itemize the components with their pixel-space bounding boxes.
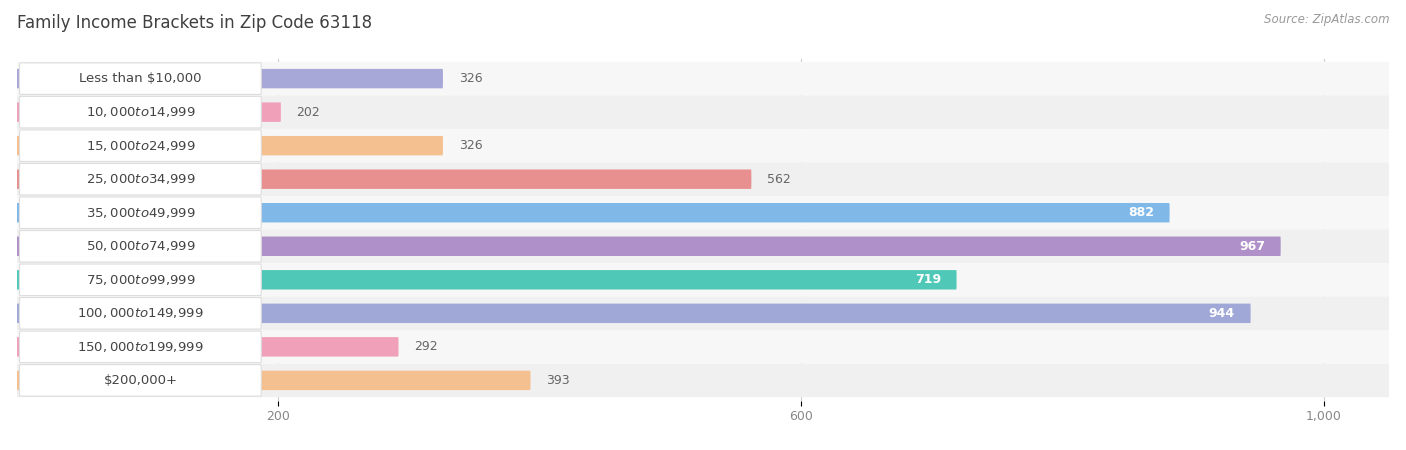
FancyBboxPatch shape xyxy=(17,371,530,390)
FancyBboxPatch shape xyxy=(17,297,1389,330)
Text: $35,000 to $49,999: $35,000 to $49,999 xyxy=(86,206,195,220)
FancyBboxPatch shape xyxy=(17,196,1389,230)
FancyBboxPatch shape xyxy=(20,297,262,329)
FancyBboxPatch shape xyxy=(17,62,1389,95)
Text: 562: 562 xyxy=(768,173,790,186)
Text: $10,000 to $14,999: $10,000 to $14,999 xyxy=(86,105,195,119)
FancyBboxPatch shape xyxy=(17,337,398,356)
FancyBboxPatch shape xyxy=(17,270,956,289)
FancyBboxPatch shape xyxy=(17,364,1389,397)
Text: 292: 292 xyxy=(415,340,437,353)
FancyBboxPatch shape xyxy=(17,304,1250,323)
FancyBboxPatch shape xyxy=(20,197,262,229)
Text: $75,000 to $99,999: $75,000 to $99,999 xyxy=(86,273,195,287)
FancyBboxPatch shape xyxy=(17,237,1281,256)
Text: 967: 967 xyxy=(1239,240,1265,253)
Text: 326: 326 xyxy=(458,139,482,152)
FancyBboxPatch shape xyxy=(17,162,1389,196)
Text: 944: 944 xyxy=(1209,307,1234,320)
Text: 719: 719 xyxy=(915,273,941,286)
Text: 393: 393 xyxy=(546,374,569,387)
FancyBboxPatch shape xyxy=(17,69,443,88)
FancyBboxPatch shape xyxy=(17,230,1389,263)
FancyBboxPatch shape xyxy=(20,364,262,396)
FancyBboxPatch shape xyxy=(20,130,262,162)
Text: 882: 882 xyxy=(1128,206,1154,219)
FancyBboxPatch shape xyxy=(17,263,1389,297)
FancyBboxPatch shape xyxy=(20,230,262,262)
Text: $25,000 to $34,999: $25,000 to $34,999 xyxy=(86,172,195,186)
Text: Less than $10,000: Less than $10,000 xyxy=(79,72,201,85)
Text: $15,000 to $24,999: $15,000 to $24,999 xyxy=(86,139,195,153)
FancyBboxPatch shape xyxy=(17,203,1170,222)
FancyBboxPatch shape xyxy=(17,129,1389,162)
FancyBboxPatch shape xyxy=(17,330,1389,364)
FancyBboxPatch shape xyxy=(20,96,262,128)
FancyBboxPatch shape xyxy=(20,163,262,195)
Text: $150,000 to $199,999: $150,000 to $199,999 xyxy=(77,340,204,354)
Text: $200,000+: $200,000+ xyxy=(104,374,177,387)
Text: 326: 326 xyxy=(458,72,482,85)
Text: Source: ZipAtlas.com: Source: ZipAtlas.com xyxy=(1264,14,1389,27)
Text: 202: 202 xyxy=(297,106,321,119)
FancyBboxPatch shape xyxy=(17,136,443,155)
Text: Family Income Brackets in Zip Code 63118: Family Income Brackets in Zip Code 63118 xyxy=(17,14,373,32)
Text: $100,000 to $149,999: $100,000 to $149,999 xyxy=(77,306,204,320)
FancyBboxPatch shape xyxy=(20,331,262,363)
Text: $50,000 to $74,999: $50,000 to $74,999 xyxy=(86,239,195,253)
FancyBboxPatch shape xyxy=(20,63,262,94)
FancyBboxPatch shape xyxy=(17,170,751,189)
FancyBboxPatch shape xyxy=(20,264,262,296)
FancyBboxPatch shape xyxy=(17,103,281,122)
FancyBboxPatch shape xyxy=(17,95,1389,129)
